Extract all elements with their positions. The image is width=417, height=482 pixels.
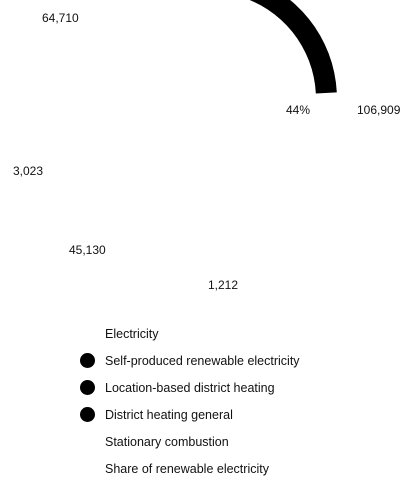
data-label-district-heating: 45,130: [69, 243, 106, 257]
legend-swatch: [80, 461, 95, 476]
legend-item-share-of-renewable-electricity[interactable]: Share of renewable electricity: [80, 455, 410, 482]
legend-item-electricity[interactable]: Electricity: [80, 320, 410, 347]
legend-label: Share of renewable electricity: [105, 461, 269, 476]
arc-layer: [238, 0, 337, 94]
legend-label: Self-produced renewable electricity: [105, 353, 300, 368]
legend-item-self-produced-renewable-electricity[interactable]: Self-produced renewable electricity: [80, 347, 410, 374]
data-label-share-renewable: 44%: [286, 103, 311, 117]
legend-label: Location-based district heating: [105, 380, 275, 395]
chart-legend: Electricity Self-produced renewable elec…: [80, 320, 410, 482]
legend-label: Electricity: [105, 326, 159, 341]
legend-swatch: [80, 407, 95, 422]
data-label-electricity: 106,909: [357, 103, 401, 117]
legend-swatch: [80, 353, 95, 368]
legend-label: District heating general: [105, 407, 233, 422]
legend-label: Stationary combustion: [105, 434, 229, 449]
legend-swatch: [80, 380, 95, 395]
legend-swatch: [80, 434, 95, 449]
arc-district-heating-general[interactable]: [238, 0, 337, 94]
data-label-self-produced: 64,710: [42, 11, 79, 25]
legend-swatch: [80, 326, 95, 341]
data-label-location-based: 3,023: [13, 164, 44, 178]
data-label-stationary-combustion: 1,212: [208, 278, 239, 292]
donut-chart: 64,710 44% 106,909 3,023 45,130 1,212: [13, 0, 401, 292]
legend-item-stationary-combustion[interactable]: Stationary combustion: [80, 428, 410, 455]
legend-item-district-heating-general[interactable]: District heating general: [80, 401, 410, 428]
legend-item-location-based-district-heating[interactable]: Location-based district heating: [80, 374, 410, 401]
donut-chart-svg: [238, 0, 337, 94]
